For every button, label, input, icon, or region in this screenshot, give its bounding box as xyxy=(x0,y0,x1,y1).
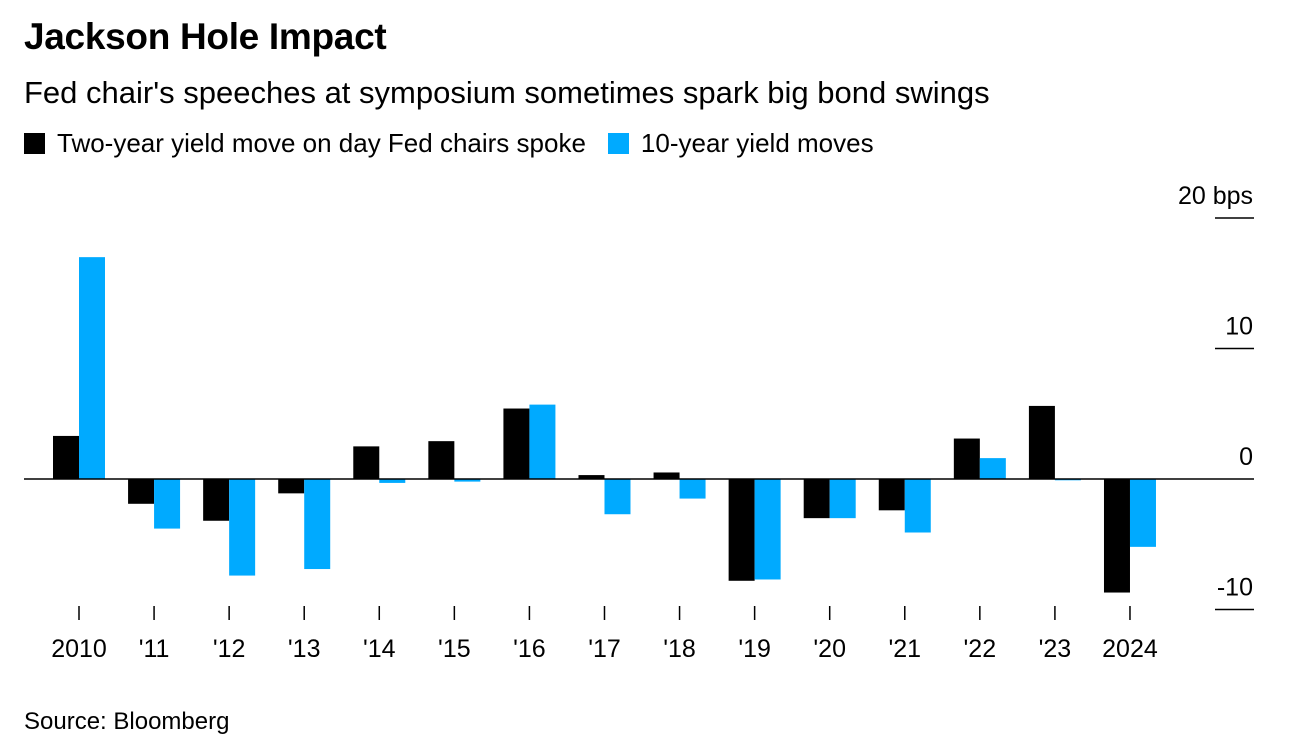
y-tick-label: 20 bps xyxy=(1178,182,1253,210)
y-tick-label: -10 xyxy=(1217,574,1253,602)
bar-two-year xyxy=(803,479,830,519)
x-tick-label: '21 xyxy=(888,635,921,663)
bar-two-year xyxy=(428,441,455,479)
bar-ten-year xyxy=(304,479,331,570)
bar-ten-year xyxy=(829,479,856,519)
chart-title: Jackson Hole Impact xyxy=(24,16,387,57)
bar-ten-year xyxy=(1129,479,1156,547)
bar-ten-year xyxy=(979,458,1006,479)
bar-two-year xyxy=(1028,405,1055,479)
bar-ten-year xyxy=(154,479,181,529)
x-tick-label: '16 xyxy=(513,635,546,663)
bar-ten-year xyxy=(679,479,706,499)
x-tick-label: '22 xyxy=(964,635,997,663)
legend-item-ten-year: 10-year yield moves xyxy=(607,128,874,159)
x-tick-label: '20 xyxy=(813,635,846,663)
source-note: Source: Bloomberg xyxy=(24,708,230,735)
bar-two-year xyxy=(53,435,79,479)
bar-ten-year xyxy=(79,257,105,479)
bar-two-year xyxy=(203,479,230,521)
bar-ten-year xyxy=(229,479,256,576)
bar-ten-year xyxy=(529,404,556,479)
bar-ten-year xyxy=(754,479,781,580)
legend-label-ten-year: 10-year yield moves xyxy=(640,128,874,158)
bar-two-year xyxy=(353,446,380,479)
chart-subtitle: Fed chair's speeches at symposium someti… xyxy=(24,75,990,110)
bar-two-year xyxy=(128,479,155,504)
x-tick-label: '23 xyxy=(1039,635,1072,663)
bar-ten-year xyxy=(904,479,931,533)
legend-swatch-two-year xyxy=(24,133,45,154)
legend-item-two-year: Two-year yield move on day Fed chairs sp… xyxy=(24,128,586,159)
bar-two-year xyxy=(878,479,905,511)
bar-two-year xyxy=(728,479,755,581)
bar-ten-year xyxy=(604,479,631,515)
bar-two-year xyxy=(953,438,980,479)
bar-two-year xyxy=(578,475,605,479)
x-tick-label: 2024 xyxy=(1102,635,1158,663)
x-tick-label: '15 xyxy=(438,635,471,663)
x-tick-label: '12 xyxy=(213,635,246,663)
x-tick-label: '19 xyxy=(738,635,771,663)
bar-two-year xyxy=(278,479,305,494)
bar-ten-year xyxy=(379,479,406,483)
x-tick-label: '14 xyxy=(363,635,396,663)
legend-label-two-year: Two-year yield move on day Fed chairs sp… xyxy=(57,128,586,158)
bar-two-year xyxy=(653,472,680,479)
x-tick-label: '13 xyxy=(288,635,321,663)
x-tick-label: '17 xyxy=(588,635,621,663)
y-tick-label: 0 xyxy=(1239,443,1253,471)
bar-ten-year xyxy=(454,479,481,482)
legend-swatch-ten-year xyxy=(607,133,629,154)
x-tick-label: '18 xyxy=(663,635,696,663)
x-tick-label: 2010 xyxy=(51,635,107,663)
y-tick-label: 10 xyxy=(1225,313,1253,341)
x-tick-label: '11 xyxy=(139,635,170,663)
legend: Two-year yield move on day Fed chairs sp… xyxy=(24,128,896,159)
bar-two-year xyxy=(503,408,530,479)
bar-two-year xyxy=(1103,479,1130,593)
